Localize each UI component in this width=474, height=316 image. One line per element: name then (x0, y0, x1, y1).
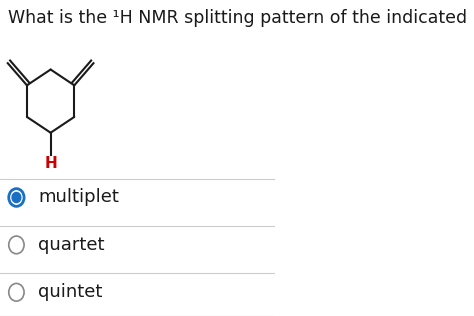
Text: quartet: quartet (38, 236, 105, 254)
Text: quintet: quintet (38, 283, 103, 301)
Text: multiplet: multiplet (38, 189, 119, 206)
Circle shape (12, 192, 21, 203)
Text: H: H (44, 156, 57, 171)
Text: What is the ¹H NMR splitting pattern of the indicated hydrogen?: What is the ¹H NMR splitting pattern of … (8, 9, 474, 27)
Circle shape (9, 189, 24, 206)
